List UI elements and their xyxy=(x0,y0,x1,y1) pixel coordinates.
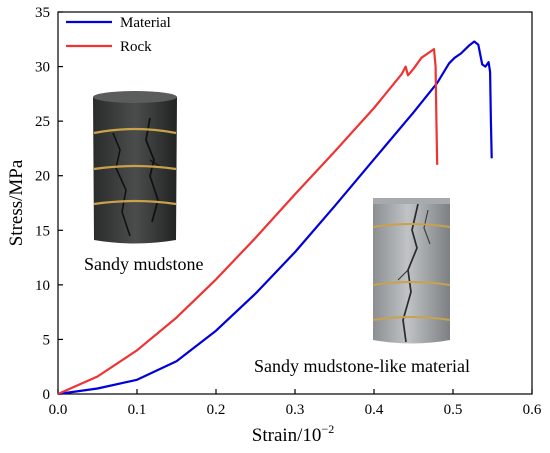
x-axis-title: Strain/10−2 xyxy=(252,422,334,446)
y-axis-title: Stress/MPa xyxy=(6,159,27,246)
x-tick-label: 0.0 xyxy=(49,402,68,418)
series-line-rock xyxy=(57,48,439,396)
x-tick-label: 0.6 xyxy=(523,402,542,418)
y-tick-label: 15 xyxy=(35,223,50,239)
y-tick-label: 20 xyxy=(35,169,50,185)
y-tick-label: 35 xyxy=(35,5,50,21)
x-tick-label: 0.3 xyxy=(286,402,305,418)
x-tick-label: 0.5 xyxy=(444,402,463,418)
sandy-mudstone-sample-photo xyxy=(93,91,177,244)
y-axis-ticks: 0 5 10 15 20 25 30 35 xyxy=(35,5,63,403)
y-tick-label: 5 xyxy=(43,332,51,348)
x-tick-label: 0.2 xyxy=(207,402,226,418)
legend-label-rock: Rock xyxy=(120,39,152,55)
x-tick-label: 0.4 xyxy=(365,402,384,418)
series-layer xyxy=(57,40,493,396)
x-axis-ticks: 0.0 0.1 0.2 0.3 0.4 0.5 0.6 xyxy=(49,389,542,418)
y-tick-label: 30 xyxy=(35,60,50,76)
x-tick-label: 0.1 xyxy=(128,402,147,418)
y-tick-label: 10 xyxy=(35,278,50,294)
legend-label-material: Material xyxy=(120,15,171,31)
material-sample-photo xyxy=(372,198,451,344)
series-line-material xyxy=(57,40,493,396)
annotation-sandy-mudstone-like-material: Sandy mudstone-like material xyxy=(254,356,470,376)
y-tick-label: 0 xyxy=(43,387,51,403)
y-tick-label: 25 xyxy=(35,114,50,130)
annotation-sandy-mudstone: Sandy mudstone xyxy=(84,254,204,274)
legend: Material Rock xyxy=(66,15,171,55)
